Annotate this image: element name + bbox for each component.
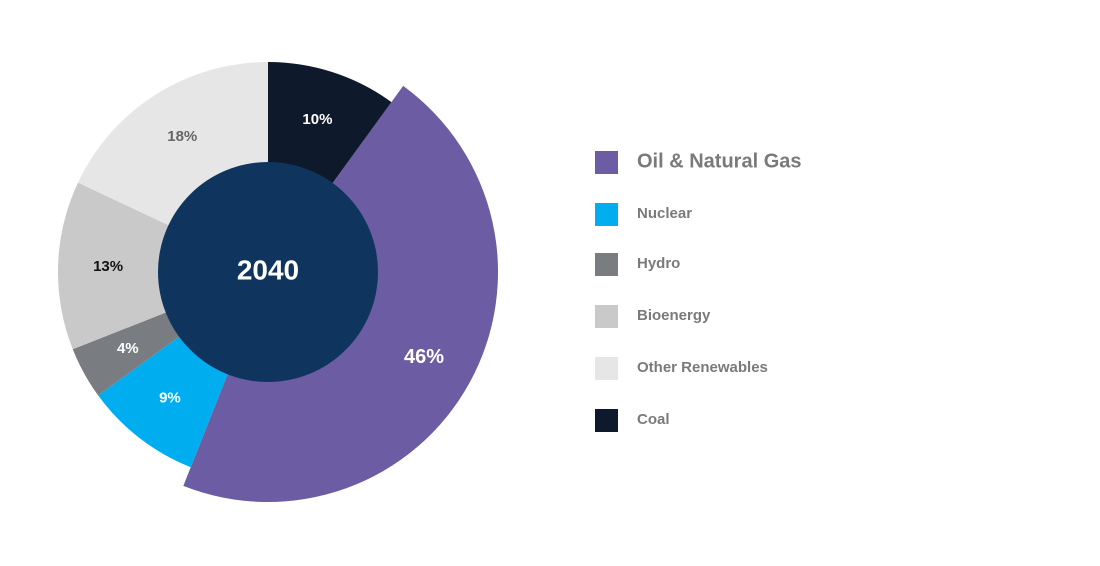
legend-label: Other Renewables: [637, 359, 768, 376]
legend-label: Hydro: [637, 255, 680, 272]
value-label: 9%: [159, 389, 181, 406]
donut-hole: [158, 162, 378, 382]
legend-label: Oil & Natural Gas: [637, 150, 802, 172]
legend-swatch: [595, 253, 618, 276]
center-label: 2040: [237, 254, 299, 285]
legend-swatch: [595, 305, 618, 328]
legend-label: Bioenergy: [637, 307, 711, 324]
value-label: 10%: [302, 111, 332, 128]
value-label: 4%: [117, 340, 139, 357]
legend-swatch: [595, 357, 618, 380]
legend-label: Nuclear: [637, 205, 692, 222]
legend-swatch: [595, 409, 618, 432]
value-label: 18%: [167, 128, 197, 145]
legend-swatch: [595, 151, 618, 174]
value-label: 46%: [404, 346, 444, 368]
legend-swatch: [595, 203, 618, 226]
legend-label: Coal: [637, 411, 670, 428]
value-label: 13%: [93, 258, 123, 275]
